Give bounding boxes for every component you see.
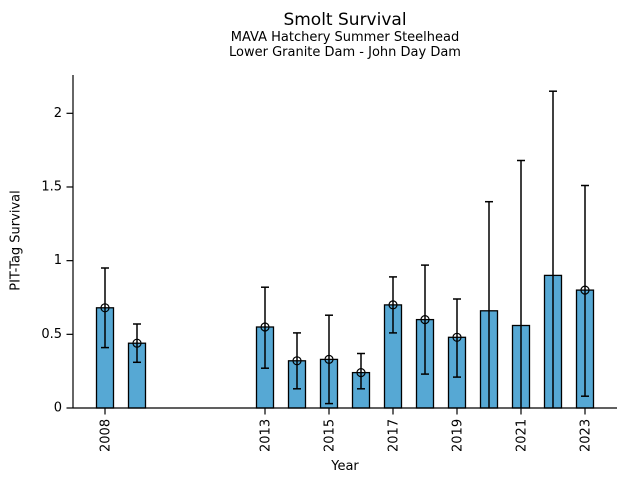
marker-2017 — [388, 300, 398, 310]
marker-2023 — [580, 285, 590, 295]
chart-title: Smolt Survival — [283, 10, 407, 30]
marker-2009 — [132, 338, 142, 348]
x-tick-label-2021: 2021 — [515, 419, 530, 452]
x-tick-label-2019: 2019 — [451, 419, 466, 452]
marker-2014 — [292, 356, 302, 366]
x-tick-label-2015: 2015 — [323, 419, 338, 452]
marker-2015 — [324, 354, 334, 364]
chart-subtitle-line1: MAVA Hatchery Summer Steelhead — [230, 30, 460, 45]
x-tick-label-2008: 2008 — [99, 419, 114, 452]
chart-subtitle-line2: Lower Granite Dam - John Day Dam — [229, 45, 461, 60]
x-tick-label-2017: 2017 — [387, 419, 402, 452]
marker-2016 — [356, 368, 366, 378]
x-axis-label: Year — [331, 459, 359, 474]
x-tick-label-2023: 2023 — [579, 419, 594, 452]
marker-2013 — [260, 322, 270, 332]
marker-2018 — [420, 315, 430, 325]
y-tick-label-2: 2 — [54, 106, 62, 121]
y-tick-label-0.5: 0.5 — [41, 327, 62, 342]
x-tick-label-2013: 2013 — [259, 419, 274, 452]
y-tick-label-1: 1 — [54, 253, 62, 268]
marker-2008 — [100, 303, 110, 313]
y-tick-label-0: 0 — [54, 401, 62, 416]
y-tick-label-1.5: 1.5 — [41, 179, 62, 194]
marker-2019 — [452, 332, 462, 342]
